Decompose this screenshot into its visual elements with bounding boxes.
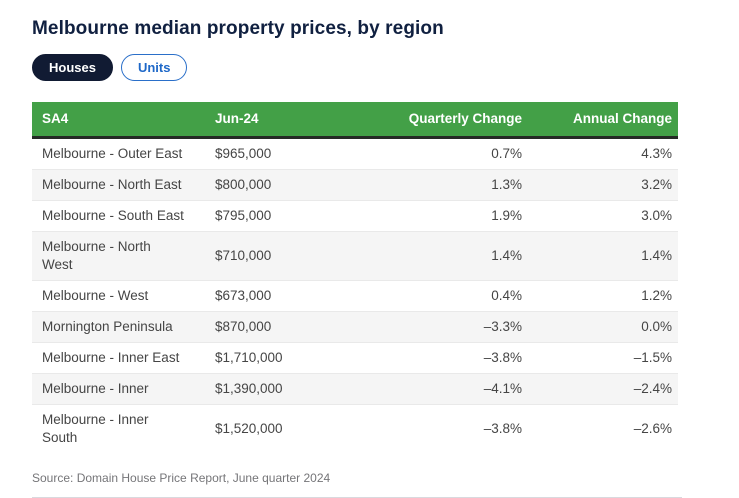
region-cell: Melbourne - Inner East: [42, 350, 180, 365]
annual-change-cell: 3.2%: [641, 177, 672, 192]
quarterly-change-cell: 1.9%: [491, 208, 522, 223]
table-row: Melbourne - North East $800,000 1.3% 3.2%: [32, 170, 678, 201]
annual-change-cell: –2.4%: [633, 381, 672, 396]
column-header-annual-change: Annual Change: [572, 111, 672, 126]
quarterly-change-cell: 1.3%: [491, 177, 522, 192]
quarterly-change-cell: 1.4%: [491, 248, 522, 263]
table-row: Melbourne - South East $795,000 1.9% 3.0%: [32, 201, 678, 232]
column-header-jun-24: Jun-24: [215, 111, 259, 126]
region-cell: Melbourne - Outer East: [42, 146, 183, 161]
column-header-quarterly-change: Quarterly Change: [408, 111, 522, 126]
region-cell: Melbourne - North East: [42, 177, 182, 192]
price-cell: $870,000: [215, 319, 272, 334]
units-toggle-button[interactable]: Units: [120, 54, 188, 81]
price-cell: $965,000: [215, 146, 272, 161]
quarterly-change-cell: 0.7%: [491, 146, 522, 161]
region-cell: Melbourne - Inner: [42, 381, 149, 396]
annual-change-cell: 0.0%: [641, 319, 672, 334]
region-cell: Melbourne - West: [42, 288, 149, 303]
table-row: Mornington Peninsula $870,000 –3.3% 0.0%: [32, 312, 678, 343]
quarterly-change-cell: –4.1%: [483, 381, 522, 396]
region-cell: Melbourne - North West: [42, 239, 151, 272]
price-cell: $800,000: [215, 177, 272, 192]
quarterly-change-cell: –3.8%: [483, 350, 522, 365]
column-header-sa4: SA4: [42, 111, 69, 126]
price-cell: $710,000: [215, 248, 272, 263]
table-body: Melbourne - Outer East $965,000 0.7% 4.3% Me…: [32, 139, 678, 453]
page-title: Melbourne median property prices, by reg…: [32, 18, 444, 39]
region-cell: Mornington Peninsula: [42, 319, 173, 334]
table-row: Melbourne - West $673,000 0.4% 1.2%: [32, 281, 678, 312]
quarterly-change-cell: –3.3%: [483, 319, 522, 334]
annual-change-cell: –2.6%: [633, 421, 672, 436]
price-cell: $1,520,000: [215, 421, 283, 436]
table-row: Melbourne - North West $710,000 1.4% 1.4%: [32, 232, 678, 281]
annual-change-cell: 3.0%: [641, 208, 672, 223]
price-cell: $673,000: [215, 288, 272, 303]
quarterly-change-cell: –3.8%: [483, 421, 522, 436]
price-cell: $1,390,000: [215, 381, 283, 396]
annual-change-cell: 1.4%: [641, 248, 672, 263]
price-cell: $795,000: [215, 208, 272, 223]
quarterly-change-cell: 0.4%: [491, 288, 522, 303]
source-note: Source: Domain House Price Report, June …: [32, 471, 331, 485]
region-cell: Melbourne - South East: [42, 208, 184, 223]
table-header-row: SA4 Jun-24 Quarterly Change Annual Chang…: [32, 102, 678, 139]
region-cell: Melbourne - Inner South: [42, 412, 149, 445]
price-cell: $1,710,000: [215, 350, 283, 365]
annual-change-cell: –1.5%: [633, 350, 672, 365]
annual-change-cell: 1.2%: [641, 288, 672, 303]
table-row: Melbourne - Inner $1,390,000 –4.1% –2.4%: [32, 374, 678, 405]
houses-toggle-button[interactable]: Houses: [32, 54, 113, 81]
annual-change-cell: 4.3%: [641, 146, 672, 161]
table-row: Melbourne - Outer East $965,000 0.7% 4.3%: [32, 139, 678, 170]
property-price-table: SA4 Jun-24 Quarterly Change Annual Chang…: [32, 102, 678, 453]
table-row: Melbourne - Inner South $1,520,000 –3.8% –2…: [32, 405, 678, 453]
table-row: Melbourne - Inner East $1,710,000 –3.8% –1.…: [32, 343, 678, 374]
property-type-toggle: Houses Units: [32, 54, 739, 81]
